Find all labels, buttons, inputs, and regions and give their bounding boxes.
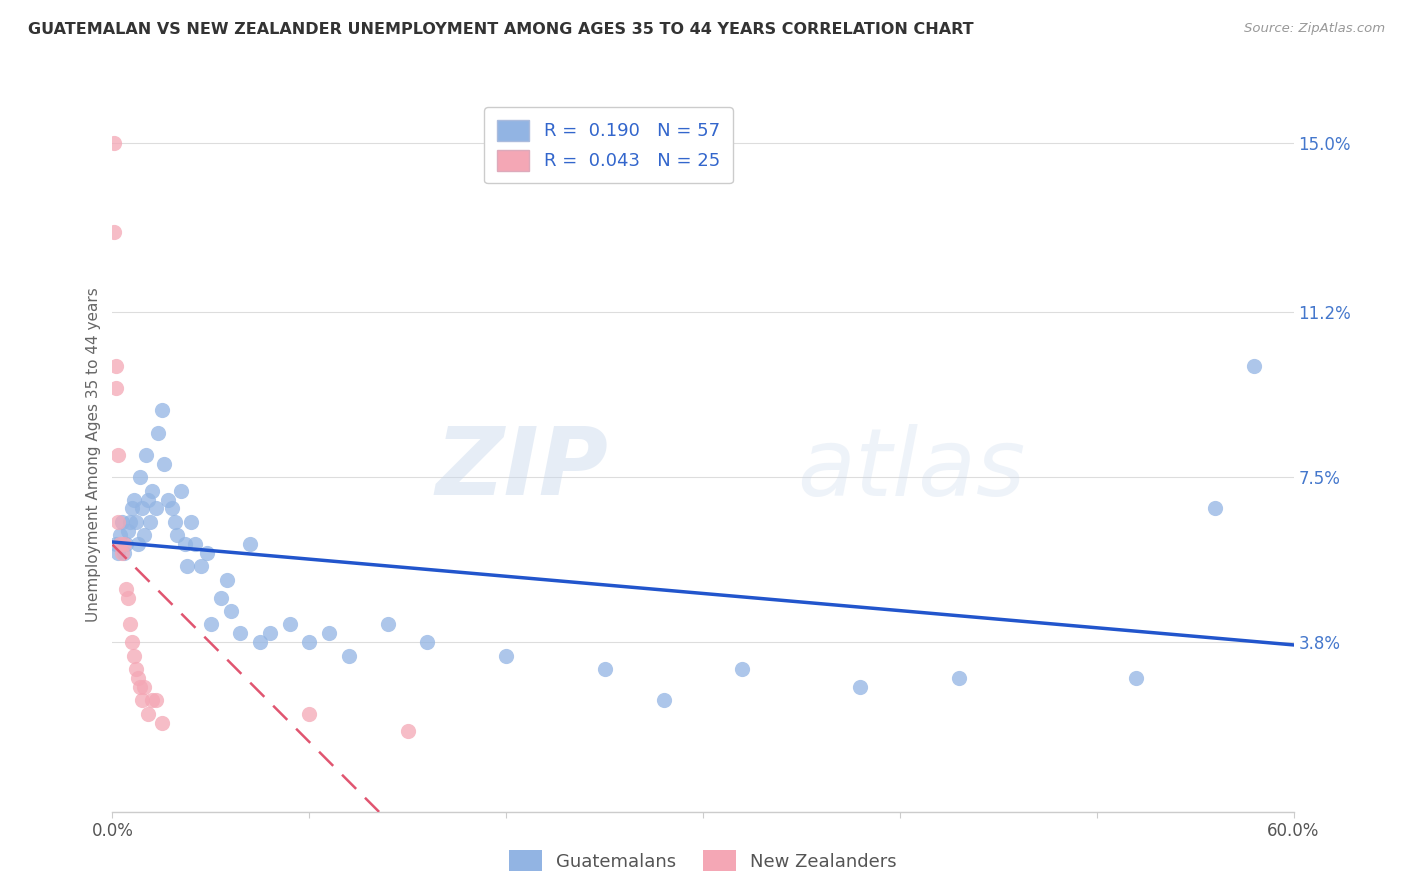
Point (121, 501, 143, 516)
Point (259, 626, 281, 640)
Point (239, 537, 262, 551)
Point (132, 528, 155, 542)
Point (416, 635, 439, 649)
Point (249, 635, 271, 649)
Point (139, 515, 162, 529)
Point (117, 591, 139, 605)
Point (180, 515, 202, 529)
Point (103, 225, 125, 239)
Point (1204, 501, 1226, 516)
Point (112, 546, 135, 560)
Point (107, 515, 129, 529)
Point (278, 617, 301, 632)
Point (195, 546, 218, 560)
Point (145, 693, 167, 707)
Point (103, 136, 125, 150)
Point (298, 635, 321, 649)
Point (125, 662, 148, 676)
Point (337, 648, 360, 663)
Point (849, 680, 872, 694)
Point (150, 403, 173, 417)
Point (190, 559, 212, 574)
Text: GUATEMALAN VS NEW ZEALANDER UNEMPLOYMENT AMONG AGES 35 TO 44 YEARS CORRELATION C: GUATEMALAN VS NEW ZEALANDER UNEMPLOYMENT… (28, 22, 974, 37)
Point (377, 617, 399, 632)
Point (121, 635, 143, 649)
Point (141, 693, 163, 707)
Point (495, 648, 517, 663)
Point (146, 425, 169, 440)
Point (107, 448, 129, 462)
Text: ZIP: ZIP (436, 423, 609, 516)
Point (105, 359, 128, 373)
Point (122, 648, 145, 663)
Point (219, 604, 242, 618)
Point (122, 492, 145, 507)
Legend: Guatemalans, New Zealanders: Guatemalans, New Zealanders (502, 843, 904, 879)
Point (184, 537, 207, 551)
Point (200, 617, 222, 632)
Point (127, 537, 149, 551)
Point (318, 626, 340, 640)
Point (1243, 359, 1265, 373)
Point (298, 706, 321, 721)
Point (229, 626, 252, 640)
Point (174, 537, 197, 551)
Point (105, 381, 128, 395)
Point (110, 537, 132, 551)
Point (652, 693, 675, 707)
Point (120, 617, 142, 632)
Legend: R =  0.190   N = 57, R =  0.043   N = 25: R = 0.190 N = 57, R = 0.043 N = 25 (484, 107, 733, 183)
Point (125, 515, 148, 529)
Point (176, 559, 198, 574)
Point (141, 483, 163, 498)
Point (160, 501, 183, 516)
Point (396, 724, 419, 739)
Point (1125, 671, 1147, 685)
Y-axis label: Unemployment Among Ages 35 to 44 years: Unemployment Among Ages 35 to 44 years (86, 287, 101, 623)
Point (165, 515, 187, 529)
Point (115, 537, 138, 551)
Point (131, 501, 153, 516)
Point (215, 573, 238, 587)
Point (145, 501, 167, 516)
Point (115, 582, 138, 596)
Point (120, 515, 142, 529)
Point (112, 537, 135, 551)
Point (136, 706, 159, 721)
Point (127, 671, 149, 685)
Point (150, 715, 173, 730)
Text: atlas: atlas (797, 424, 1026, 515)
Point (129, 680, 152, 694)
Point (111, 546, 134, 560)
Text: Source: ZipAtlas.com: Source: ZipAtlas.com (1244, 22, 1385, 36)
Point (152, 457, 174, 471)
Point (948, 671, 970, 685)
Point (166, 528, 188, 542)
Point (129, 470, 152, 484)
Point (107, 546, 129, 560)
Point (105, 537, 128, 551)
Point (110, 528, 132, 542)
Point (170, 483, 193, 498)
Point (731, 662, 754, 676)
Point (117, 524, 139, 538)
Point (156, 492, 179, 507)
Point (136, 492, 159, 507)
Point (131, 693, 153, 707)
Point (135, 448, 157, 462)
Point (593, 662, 616, 676)
Point (111, 515, 134, 529)
Point (132, 680, 155, 694)
Point (209, 591, 232, 605)
